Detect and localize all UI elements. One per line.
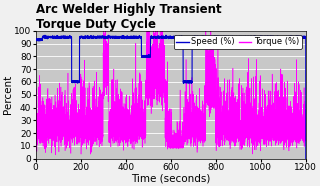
Legend: Speed (%), Torque (%): Speed (%), Torque (%) <box>173 35 302 49</box>
Text: Arc Welder Highly Transient
Torque Duty Cycle: Arc Welder Highly Transient Torque Duty … <box>36 3 221 31</box>
X-axis label: Time (seconds): Time (seconds) <box>131 173 210 183</box>
Y-axis label: Percent: Percent <box>3 75 13 114</box>
